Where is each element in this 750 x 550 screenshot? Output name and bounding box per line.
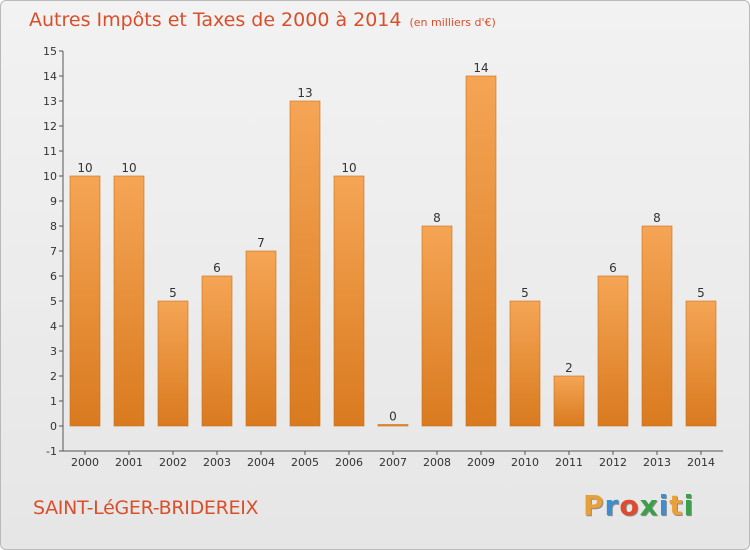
chart-title-block: Autres Impôts et Taxes de 2000 à 2014 (e… [29, 9, 496, 31]
y-tick-label: 5 [50, 295, 57, 308]
brand-letter: i [658, 489, 670, 522]
bar-2003 [201, 275, 233, 427]
y-tick-label: 6 [50, 270, 57, 283]
bar-2000 [69, 175, 101, 427]
value-label-2009: 14 [473, 61, 488, 75]
y-tick-label: 12 [43, 120, 57, 133]
y-tick-label: 13 [43, 95, 57, 108]
y-tick-label: -1 [46, 445, 57, 458]
brand-logo: Proxiti [583, 489, 694, 522]
value-label-layer: 10 10 5 6 7 13 10 0 8 14 5 2 6 8 5 [77, 61, 704, 424]
value-label-2006: 10 [341, 161, 356, 175]
x-tick-label: 2006 [335, 456, 363, 469]
value-label-2013: 8 [653, 211, 661, 225]
brand-letter: x [639, 489, 659, 522]
y-tick-label: 1 [50, 395, 57, 408]
bar-2009 [465, 75, 497, 427]
x-tick-label: 2005 [291, 456, 319, 469]
value-label-2002: 5 [169, 286, 177, 300]
y-tick-label: 2 [50, 370, 57, 383]
bar-2013 [641, 225, 673, 427]
bar-2007 [377, 424, 409, 427]
bar-2005 [289, 100, 321, 427]
x-tick-label: 2009 [467, 456, 495, 469]
value-label-2014: 5 [697, 286, 705, 300]
value-label-2012: 6 [609, 261, 617, 275]
y-tick-label: 8 [50, 220, 57, 233]
x-tick-label: 2004 [247, 456, 275, 469]
x-tick-label: 2002 [159, 456, 187, 469]
bar-2010 [509, 300, 541, 427]
y-tick-label: 7 [50, 245, 57, 258]
x-tick-label: 2010 [511, 456, 539, 469]
bar-2004 [245, 250, 277, 427]
bar-2012 [597, 275, 629, 427]
x-tick-label: 2008 [423, 456, 451, 469]
brand-letter: r [604, 489, 620, 522]
x-tick-label: 2011 [555, 456, 583, 469]
x-tick-label: 2013 [643, 456, 671, 469]
y-tick-label: 15 [43, 45, 57, 58]
bar-2006 [333, 175, 365, 427]
y-tick-label: 3 [50, 345, 57, 358]
x-tick-label: 2012 [599, 456, 627, 469]
bar-2002 [157, 300, 189, 427]
bar-2011 [553, 375, 585, 427]
bar-2001 [113, 175, 145, 427]
bar-2008 [421, 225, 453, 427]
chart-unit: (en milliers d'€) [409, 16, 496, 29]
value-label-2001: 10 [121, 161, 136, 175]
value-label-2000: 10 [77, 161, 92, 175]
value-label-2011: 2 [565, 361, 573, 375]
value-label-2005: 13 [297, 86, 312, 100]
y-tick-label: 14 [43, 70, 57, 83]
y-tick-label: 10 [43, 170, 57, 183]
x-tick-label: 2007 [379, 456, 407, 469]
brand-letter: i [683, 489, 695, 522]
commune-name: SAINT-LéGER-BRIDEREIX [33, 497, 259, 519]
value-label-2007: 0 [389, 410, 397, 424]
y-tick-label: 0 [50, 420, 57, 433]
brand-letter: o [619, 489, 640, 522]
x-tick-label: 2001 [115, 456, 143, 469]
value-label-2004: 7 [257, 236, 265, 250]
y-tick-label: 4 [50, 320, 57, 333]
value-label-2003: 6 [213, 261, 221, 275]
bar-layer [69, 75, 717, 427]
x-tick-label: 2014 [687, 456, 715, 469]
x-tick-label: 2003 [203, 456, 231, 469]
value-label-2008: 8 [433, 211, 441, 225]
y-tick-label: 9 [50, 195, 57, 208]
y-tick-label: 11 [43, 145, 57, 158]
value-label-2010: 5 [521, 286, 529, 300]
brand-letter: P [583, 489, 605, 522]
bar-2014 [685, 300, 717, 427]
brand-letter: t [669, 489, 684, 522]
x-tick-label: 2000 [71, 456, 99, 469]
chart-title: Autres Impôts et Taxes de 2000 à 2014 [29, 9, 402, 31]
